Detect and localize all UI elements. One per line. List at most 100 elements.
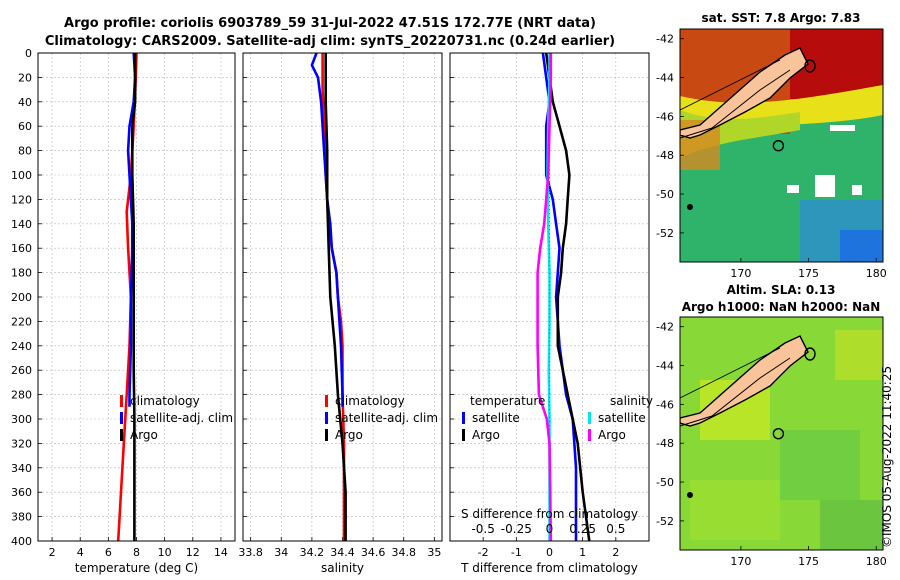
x-tick-label: 2 bbox=[49, 546, 56, 559]
map-y-tick-label: -48 bbox=[656, 437, 674, 450]
legend-swatch bbox=[325, 412, 328, 424]
map-y-tick-label: -50 bbox=[656, 188, 674, 201]
difference-profile-panel: -2 -1 0 1 2 T difference from climatology temp… bbox=[449, 52, 653, 575]
x-tick-label: 34.8 bbox=[391, 546, 416, 559]
x-tick-label: 14 bbox=[214, 546, 228, 559]
map-x-tick-label: 180 bbox=[866, 555, 887, 568]
legend-swatch bbox=[462, 429, 465, 441]
y-tick-label: 260 bbox=[11, 364, 32, 377]
x-tick-label: 8 bbox=[133, 546, 140, 559]
map-y-tick-label: -46 bbox=[656, 398, 674, 411]
sla-map: -42 -44 -46 -48 -50 -52 170 175 180 bbox=[656, 316, 887, 568]
map-y-tick-label: -48 bbox=[656, 149, 674, 162]
x-tick-label: 34.2 bbox=[300, 546, 325, 559]
y-tick-label: 120 bbox=[11, 193, 32, 206]
x-tick-label: -2 bbox=[478, 546, 489, 559]
legend-label: climatology bbox=[335, 394, 405, 408]
plot-frame bbox=[37, 52, 236, 542]
y-tick-label: 0 bbox=[25, 47, 32, 60]
legend-label: climatology bbox=[130, 394, 200, 408]
y-tick-label: 180 bbox=[11, 267, 32, 280]
map-y-tick-label: -46 bbox=[656, 110, 674, 123]
y-tick-label: 360 bbox=[11, 486, 32, 499]
legend-swatch bbox=[588, 429, 591, 441]
x-tick-label: 2 bbox=[612, 546, 619, 559]
sst-map: -42 -44 -46 -48 -50 -52 170 175 180 bbox=[656, 28, 887, 280]
legend-label: Argo bbox=[130, 428, 158, 442]
y-tick-label: 220 bbox=[11, 315, 32, 328]
legend-label: satellite-adj. clim bbox=[335, 411, 438, 425]
top-tick-label: 0.25 bbox=[569, 522, 596, 536]
map-x-tick-label: 175 bbox=[798, 267, 819, 280]
y-tick-label: 100 bbox=[11, 169, 32, 182]
x-tick-label: 33.8 bbox=[238, 546, 263, 559]
x-tick-label: 35 bbox=[427, 546, 441, 559]
x-axis-label: salinity bbox=[321, 561, 364, 575]
series-line-argo bbox=[131, 53, 137, 541]
x-tick-label: 12 bbox=[186, 546, 200, 559]
y-tick-label: 40 bbox=[18, 96, 32, 109]
legend-label: satellite bbox=[598, 411, 646, 425]
map-x-tick-label: 170 bbox=[730, 267, 751, 280]
top-axis-label: S difference from climatology bbox=[461, 507, 638, 521]
map-y-tick-label: -44 bbox=[656, 72, 674, 85]
legend-label: Argo bbox=[472, 428, 500, 442]
legend-label: satellite bbox=[472, 411, 520, 425]
plot-frame bbox=[449, 52, 650, 542]
y-tick-label: 200 bbox=[11, 291, 32, 304]
y-tick-label: 300 bbox=[11, 413, 32, 426]
temperature-profile-panel: 0 20 40 60 80 100 120 140 160 180 200 220 240 260 280 3… bbox=[11, 47, 236, 575]
x-tick-label: -1 bbox=[511, 546, 522, 559]
map-y-tick-label: -52 bbox=[656, 227, 674, 240]
y-tick-label: 320 bbox=[11, 437, 32, 450]
y-tick-label: 400 bbox=[11, 535, 32, 548]
salinity-profile-panel: 33.8 34 34.2 34.4 34.6 34.8 35 salinity climatol… bbox=[238, 52, 443, 575]
legend-title-temperature: temperature bbox=[470, 394, 545, 408]
legend-swatch bbox=[120, 395, 123, 407]
y-tick-label: 380 bbox=[11, 511, 32, 524]
header-line-1: Argo profile: coriolis 6903789_59 31-Jul… bbox=[64, 16, 596, 31]
sst-map-title: sat. SST: 7.8 Argo: 7.83 bbox=[701, 11, 860, 25]
map-x-tick-label: 180 bbox=[866, 267, 887, 280]
argo-float-position-marker bbox=[772, 139, 785, 152]
top-tick-label: -0.5 bbox=[471, 522, 494, 536]
y-tick-label: 280 bbox=[11, 389, 32, 402]
x-tick-label: 1 bbox=[579, 546, 586, 559]
top-tick-label: 0.5 bbox=[606, 522, 625, 536]
map-y-tick-label: -50 bbox=[656, 476, 674, 489]
legend-swatch bbox=[325, 395, 328, 407]
x-tick-label: 10 bbox=[158, 546, 172, 559]
x-tick-label: 4 bbox=[77, 546, 84, 559]
map-y-tick-label: -42 bbox=[656, 33, 674, 46]
x-tick-label: 34.4 bbox=[330, 546, 355, 559]
y-tick-label: 340 bbox=[11, 462, 32, 475]
legend-label: satellite-adj. clim bbox=[130, 411, 233, 425]
sla-map-title-line-2: Argo h1000: NaN h2000: NaN bbox=[682, 300, 881, 314]
series-line-satellite-adj-clim bbox=[126, 52, 137, 407]
y-tick-label: 240 bbox=[11, 340, 32, 353]
y-tick-label: 160 bbox=[11, 242, 32, 255]
x-tick-label: 34.6 bbox=[361, 546, 386, 559]
series-line-argo bbox=[324, 53, 347, 541]
y-tick-label: 140 bbox=[11, 218, 32, 231]
top-tick-label: 0 bbox=[546, 522, 554, 536]
map-y-tick-label: -44 bbox=[656, 360, 674, 373]
series-line-salinity-argo bbox=[536, 53, 553, 542]
legend-label: Argo bbox=[335, 428, 363, 442]
y-tick-label: 20 bbox=[18, 71, 32, 84]
sla-map-title-line-1: Altim. SLA: 0.13 bbox=[727, 283, 836, 297]
legend-swatch bbox=[462, 412, 465, 424]
series-line-temperature-argo bbox=[544, 52, 591, 542]
y-tick-label: 80 bbox=[18, 145, 32, 158]
legend-label: Argo bbox=[598, 428, 626, 442]
legend-swatch bbox=[325, 429, 328, 441]
plot-frame bbox=[242, 52, 443, 542]
top-tick-label: -0.25 bbox=[501, 522, 532, 536]
header-line-2: Climatology: CARS2009. Satellite-adj cli… bbox=[45, 34, 615, 49]
y-tick-label: 60 bbox=[18, 120, 32, 133]
x-axis-label: T difference from climatology bbox=[460, 561, 638, 575]
x-tick-label: 34 bbox=[274, 546, 288, 559]
argo-float-position-marker bbox=[772, 427, 785, 440]
map-y-tick-label: -42 bbox=[656, 321, 674, 334]
x-tick-label: 0 bbox=[546, 546, 553, 559]
